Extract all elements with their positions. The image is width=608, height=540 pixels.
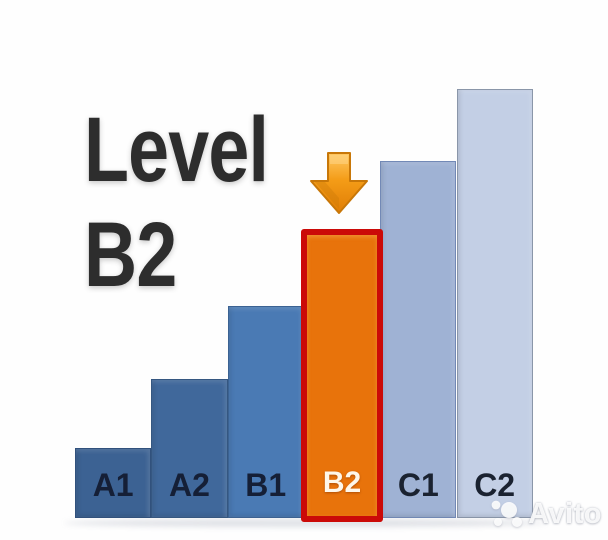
bar-A2: A2: [151, 379, 228, 518]
bar-label-B2: B2: [322, 466, 362, 499]
title-line-2: B2: [84, 204, 177, 306]
bar-label-C1: C1: [397, 467, 439, 503]
bars-shadow: [64, 519, 546, 527]
bar-label-C2: C2: [474, 467, 516, 503]
bar-C1: C1: [380, 161, 457, 518]
bar-label-A1: A1: [92, 467, 134, 503]
bar-B2: B2: [300, 229, 384, 522]
bar-C2: C2: [456, 89, 533, 518]
bar-label-B1: B1: [245, 467, 287, 503]
title-line-1: Level: [84, 99, 269, 201]
bar-label-A2: A2: [168, 467, 210, 503]
down-arrow-icon: [310, 152, 368, 214]
watermark-text: Avito: [528, 497, 602, 530]
bar-A1: A1: [75, 448, 152, 518]
bar-B1: B1: [227, 306, 304, 518]
page-title: Level B2: [84, 98, 269, 308]
